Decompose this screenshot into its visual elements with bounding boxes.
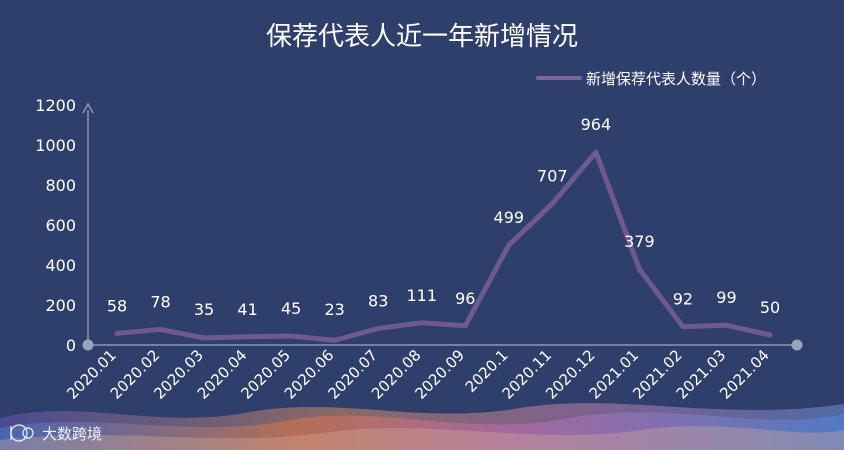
data-label: 499 xyxy=(494,208,525,227)
x-tick-labels: 2020.012020.022020.032020.042020.052020.… xyxy=(63,346,773,403)
y-tick-label: 600 xyxy=(45,216,76,235)
data-point xyxy=(550,201,555,206)
x-axis-end-dot xyxy=(791,339,803,351)
data-label: 83 xyxy=(368,291,388,310)
decorative-waves xyxy=(0,403,844,450)
data-label: 92 xyxy=(673,290,693,309)
legend: 新增保荐代表人数量（个） xyxy=(536,70,766,88)
y-axis-arrow-icon xyxy=(82,102,94,114)
watermark: 大数跨境 xyxy=(10,424,102,443)
legend-label: 新增保荐代表人数量（个） xyxy=(586,70,766,88)
data-point xyxy=(245,334,250,339)
data-point xyxy=(506,243,511,248)
data-label: 45 xyxy=(281,299,301,318)
axes xyxy=(82,102,803,351)
data-point xyxy=(376,326,381,331)
x-axis-start-dot xyxy=(82,339,94,351)
data-label: 379 xyxy=(624,232,655,251)
series-line xyxy=(114,149,773,343)
data-label: 23 xyxy=(324,300,344,319)
data-point xyxy=(332,338,337,343)
y-tick-label: 1000 xyxy=(35,136,76,155)
data-point xyxy=(115,331,119,336)
data-label: 96 xyxy=(455,289,475,308)
y-tick-label: 1200 xyxy=(35,96,76,115)
data-label: 58 xyxy=(107,296,127,315)
data-label: 964 xyxy=(581,115,612,134)
data-point xyxy=(419,320,424,325)
data-label: 50 xyxy=(760,298,780,317)
y-tick-label: 200 xyxy=(45,296,76,315)
chart-title: 保荐代表人近一年新增情况 xyxy=(266,22,578,52)
series-line-group xyxy=(114,149,773,343)
y-tick-label: 0 xyxy=(66,336,76,355)
data-label: 78 xyxy=(150,292,170,311)
y-tick-label: 400 xyxy=(45,256,76,275)
data-point xyxy=(463,323,468,328)
y-tick-labels: 0 200 400 600 800 1000 1200 xyxy=(35,96,76,355)
data-label: 707 xyxy=(537,167,568,186)
data-point xyxy=(289,334,294,338)
data-point xyxy=(202,336,207,340)
y-tick-label: 800 xyxy=(45,176,76,195)
data-point xyxy=(680,324,685,329)
watermark-logo-icon xyxy=(10,424,34,442)
data-point xyxy=(158,327,163,332)
data-labels: 58 78 35 41 45 23 83 111 96 499 707 964 379 92 99 50 xyxy=(107,115,780,319)
data-point xyxy=(724,323,729,328)
data-label: 111 xyxy=(406,286,437,305)
data-point xyxy=(768,333,772,337)
data-point xyxy=(637,267,642,272)
data-label: 41 xyxy=(237,300,257,319)
data-point xyxy=(593,150,598,155)
data-label: 35 xyxy=(194,300,214,319)
watermark-text: 大数跨境 xyxy=(42,425,102,443)
data-label: 99 xyxy=(716,288,736,307)
